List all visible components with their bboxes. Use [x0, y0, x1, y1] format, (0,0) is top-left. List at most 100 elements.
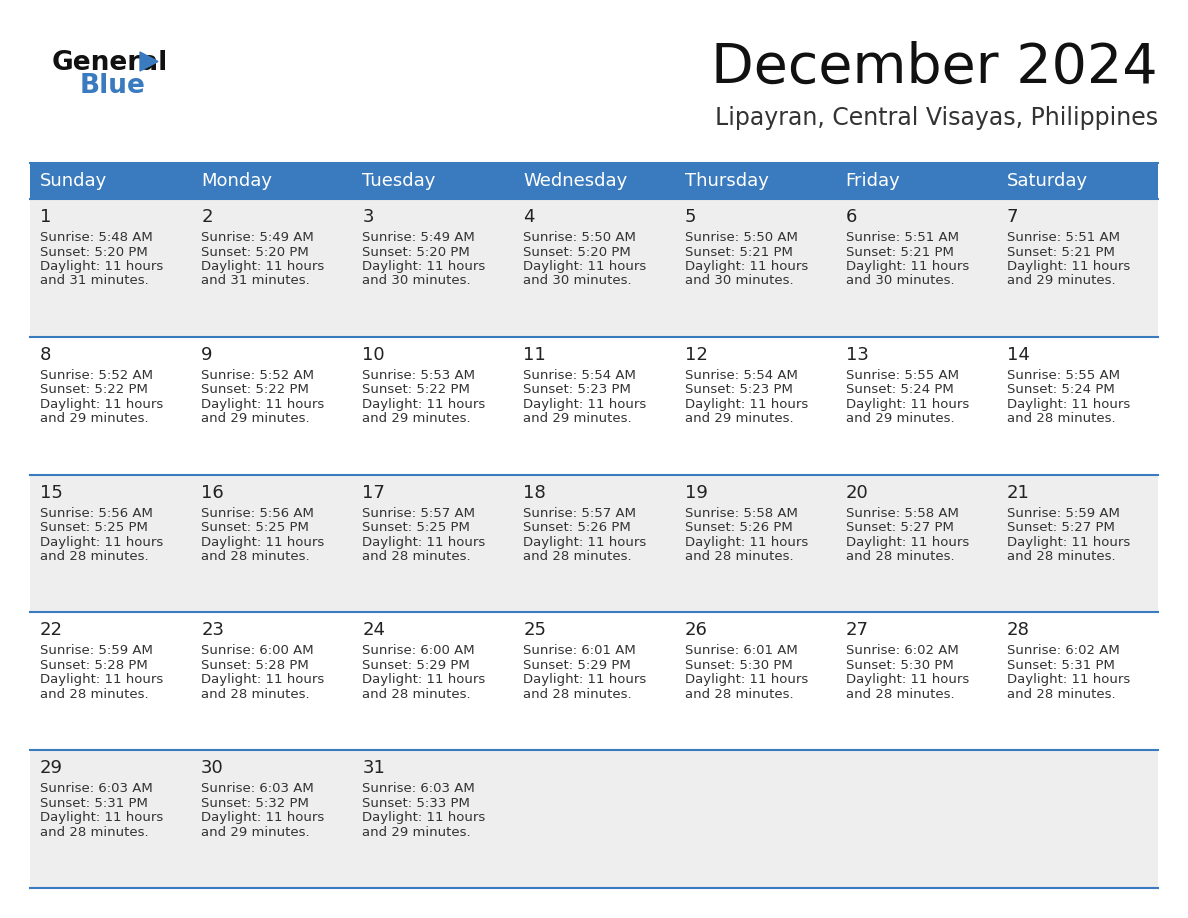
- Text: and 30 minutes.: and 30 minutes.: [362, 274, 470, 287]
- Text: Sunset: 5:32 PM: Sunset: 5:32 PM: [201, 797, 309, 810]
- Text: Sunrise: 6:03 AM: Sunrise: 6:03 AM: [362, 782, 475, 795]
- Text: Sunrise: 6:02 AM: Sunrise: 6:02 AM: [1007, 644, 1119, 657]
- Text: Daylight: 11 hours: Daylight: 11 hours: [201, 260, 324, 273]
- Text: 22: 22: [40, 621, 63, 640]
- Text: and 29 minutes.: and 29 minutes.: [40, 412, 148, 425]
- Text: 17: 17: [362, 484, 385, 501]
- Text: Sunrise: 5:49 AM: Sunrise: 5:49 AM: [362, 231, 475, 244]
- Text: Daylight: 11 hours: Daylight: 11 hours: [846, 397, 969, 410]
- Text: Sunset: 5:31 PM: Sunset: 5:31 PM: [40, 797, 147, 810]
- Text: Sunset: 5:20 PM: Sunset: 5:20 PM: [524, 245, 631, 259]
- Text: Sunrise: 5:54 AM: Sunrise: 5:54 AM: [524, 369, 637, 382]
- Text: Sunrise: 5:49 AM: Sunrise: 5:49 AM: [201, 231, 314, 244]
- Text: Sunrise: 5:55 AM: Sunrise: 5:55 AM: [1007, 369, 1120, 382]
- Text: and 30 minutes.: and 30 minutes.: [524, 274, 632, 287]
- Bar: [513, 475, 675, 612]
- Text: Daylight: 11 hours: Daylight: 11 hours: [40, 260, 163, 273]
- Text: and 28 minutes.: and 28 minutes.: [524, 550, 632, 563]
- Text: Sunrise: 5:55 AM: Sunrise: 5:55 AM: [846, 369, 959, 382]
- Text: Sunrise: 6:03 AM: Sunrise: 6:03 AM: [40, 782, 153, 795]
- Text: 25: 25: [524, 621, 546, 640]
- Text: and 28 minutes.: and 28 minutes.: [1007, 412, 1116, 425]
- Text: Sunrise: 5:56 AM: Sunrise: 5:56 AM: [201, 507, 314, 520]
- Text: Daylight: 11 hours: Daylight: 11 hours: [201, 397, 324, 410]
- Text: Daylight: 11 hours: Daylight: 11 hours: [1007, 535, 1130, 549]
- Text: 2: 2: [201, 208, 213, 226]
- Text: 18: 18: [524, 484, 546, 501]
- Text: 14: 14: [1007, 346, 1030, 364]
- Bar: [835, 612, 997, 750]
- Text: Sunrise: 5:59 AM: Sunrise: 5:59 AM: [40, 644, 153, 657]
- Text: and 28 minutes.: and 28 minutes.: [201, 688, 310, 701]
- Text: 30: 30: [201, 759, 223, 778]
- Text: Blue: Blue: [80, 73, 146, 99]
- Text: 12: 12: [684, 346, 707, 364]
- Text: Sunrise: 5:56 AM: Sunrise: 5:56 AM: [40, 507, 153, 520]
- Text: Wednesday: Wednesday: [524, 172, 627, 190]
- Text: and 28 minutes.: and 28 minutes.: [40, 825, 148, 839]
- Bar: [997, 337, 1158, 475]
- Text: and 28 minutes.: and 28 minutes.: [524, 688, 632, 701]
- Text: Daylight: 11 hours: Daylight: 11 hours: [362, 260, 486, 273]
- Text: Daylight: 11 hours: Daylight: 11 hours: [846, 260, 969, 273]
- Text: Sunset: 5:27 PM: Sunset: 5:27 PM: [1007, 521, 1114, 534]
- Text: Daylight: 11 hours: Daylight: 11 hours: [684, 674, 808, 687]
- Text: Sunset: 5:30 PM: Sunset: 5:30 PM: [846, 659, 954, 672]
- Bar: [30, 337, 191, 475]
- Text: 13: 13: [846, 346, 868, 364]
- Text: Sunset: 5:22 PM: Sunset: 5:22 PM: [40, 384, 147, 397]
- Text: Tuesday: Tuesday: [362, 172, 436, 190]
- Text: and 30 minutes.: and 30 minutes.: [846, 274, 954, 287]
- Bar: [353, 612, 513, 750]
- Text: Sunrise: 5:51 AM: Sunrise: 5:51 AM: [846, 231, 959, 244]
- Text: Saturday: Saturday: [1007, 172, 1088, 190]
- Text: Sunset: 5:21 PM: Sunset: 5:21 PM: [846, 245, 954, 259]
- Text: Sunset: 5:22 PM: Sunset: 5:22 PM: [362, 384, 470, 397]
- Text: and 28 minutes.: and 28 minutes.: [362, 550, 470, 563]
- Bar: [513, 337, 675, 475]
- Text: Sunrise: 5:52 AM: Sunrise: 5:52 AM: [201, 369, 314, 382]
- Text: and 28 minutes.: and 28 minutes.: [40, 550, 148, 563]
- Text: 10: 10: [362, 346, 385, 364]
- Text: Daylight: 11 hours: Daylight: 11 hours: [1007, 674, 1130, 687]
- Bar: [675, 163, 835, 199]
- Text: Sunset: 5:28 PM: Sunset: 5:28 PM: [201, 659, 309, 672]
- Bar: [353, 337, 513, 475]
- Text: Sunrise: 5:53 AM: Sunrise: 5:53 AM: [362, 369, 475, 382]
- Text: Sunrise: 5:50 AM: Sunrise: 5:50 AM: [524, 231, 637, 244]
- Text: Lipayran, Central Visayas, Philippines: Lipayran, Central Visayas, Philippines: [715, 106, 1158, 130]
- Text: and 30 minutes.: and 30 minutes.: [684, 274, 794, 287]
- Text: Sunset: 5:20 PM: Sunset: 5:20 PM: [362, 245, 470, 259]
- Text: Sunset: 5:29 PM: Sunset: 5:29 PM: [362, 659, 470, 672]
- Text: Friday: Friday: [846, 172, 901, 190]
- Text: 28: 28: [1007, 621, 1030, 640]
- Bar: [191, 337, 353, 475]
- Text: 9: 9: [201, 346, 213, 364]
- Text: Sunset: 5:20 PM: Sunset: 5:20 PM: [201, 245, 309, 259]
- Text: Sunset: 5:31 PM: Sunset: 5:31 PM: [1007, 659, 1114, 672]
- Text: Sunset: 5:28 PM: Sunset: 5:28 PM: [40, 659, 147, 672]
- Text: 27: 27: [846, 621, 868, 640]
- Text: 20: 20: [846, 484, 868, 501]
- Text: Thursday: Thursday: [684, 172, 769, 190]
- Text: Sunrise: 6:01 AM: Sunrise: 6:01 AM: [684, 644, 797, 657]
- Bar: [30, 199, 191, 337]
- Text: Monday: Monday: [201, 172, 272, 190]
- Text: Sunrise: 5:58 AM: Sunrise: 5:58 AM: [684, 507, 797, 520]
- Text: Sunset: 5:23 PM: Sunset: 5:23 PM: [524, 384, 631, 397]
- Text: Sunset: 5:25 PM: Sunset: 5:25 PM: [362, 521, 470, 534]
- Text: Sunset: 5:26 PM: Sunset: 5:26 PM: [524, 521, 631, 534]
- Text: Sunset: 5:25 PM: Sunset: 5:25 PM: [40, 521, 147, 534]
- Text: Daylight: 11 hours: Daylight: 11 hours: [201, 535, 324, 549]
- Text: Daylight: 11 hours: Daylight: 11 hours: [684, 397, 808, 410]
- Text: Sunrise: 5:51 AM: Sunrise: 5:51 AM: [1007, 231, 1120, 244]
- Text: and 29 minutes.: and 29 minutes.: [362, 412, 470, 425]
- Text: December 2024: December 2024: [712, 41, 1158, 95]
- Text: and 28 minutes.: and 28 minutes.: [846, 550, 954, 563]
- Bar: [513, 612, 675, 750]
- Polygon shape: [140, 52, 158, 71]
- Text: and 29 minutes.: and 29 minutes.: [684, 412, 794, 425]
- Text: Sunset: 5:20 PM: Sunset: 5:20 PM: [40, 245, 147, 259]
- Bar: [835, 199, 997, 337]
- Text: Daylight: 11 hours: Daylight: 11 hours: [40, 674, 163, 687]
